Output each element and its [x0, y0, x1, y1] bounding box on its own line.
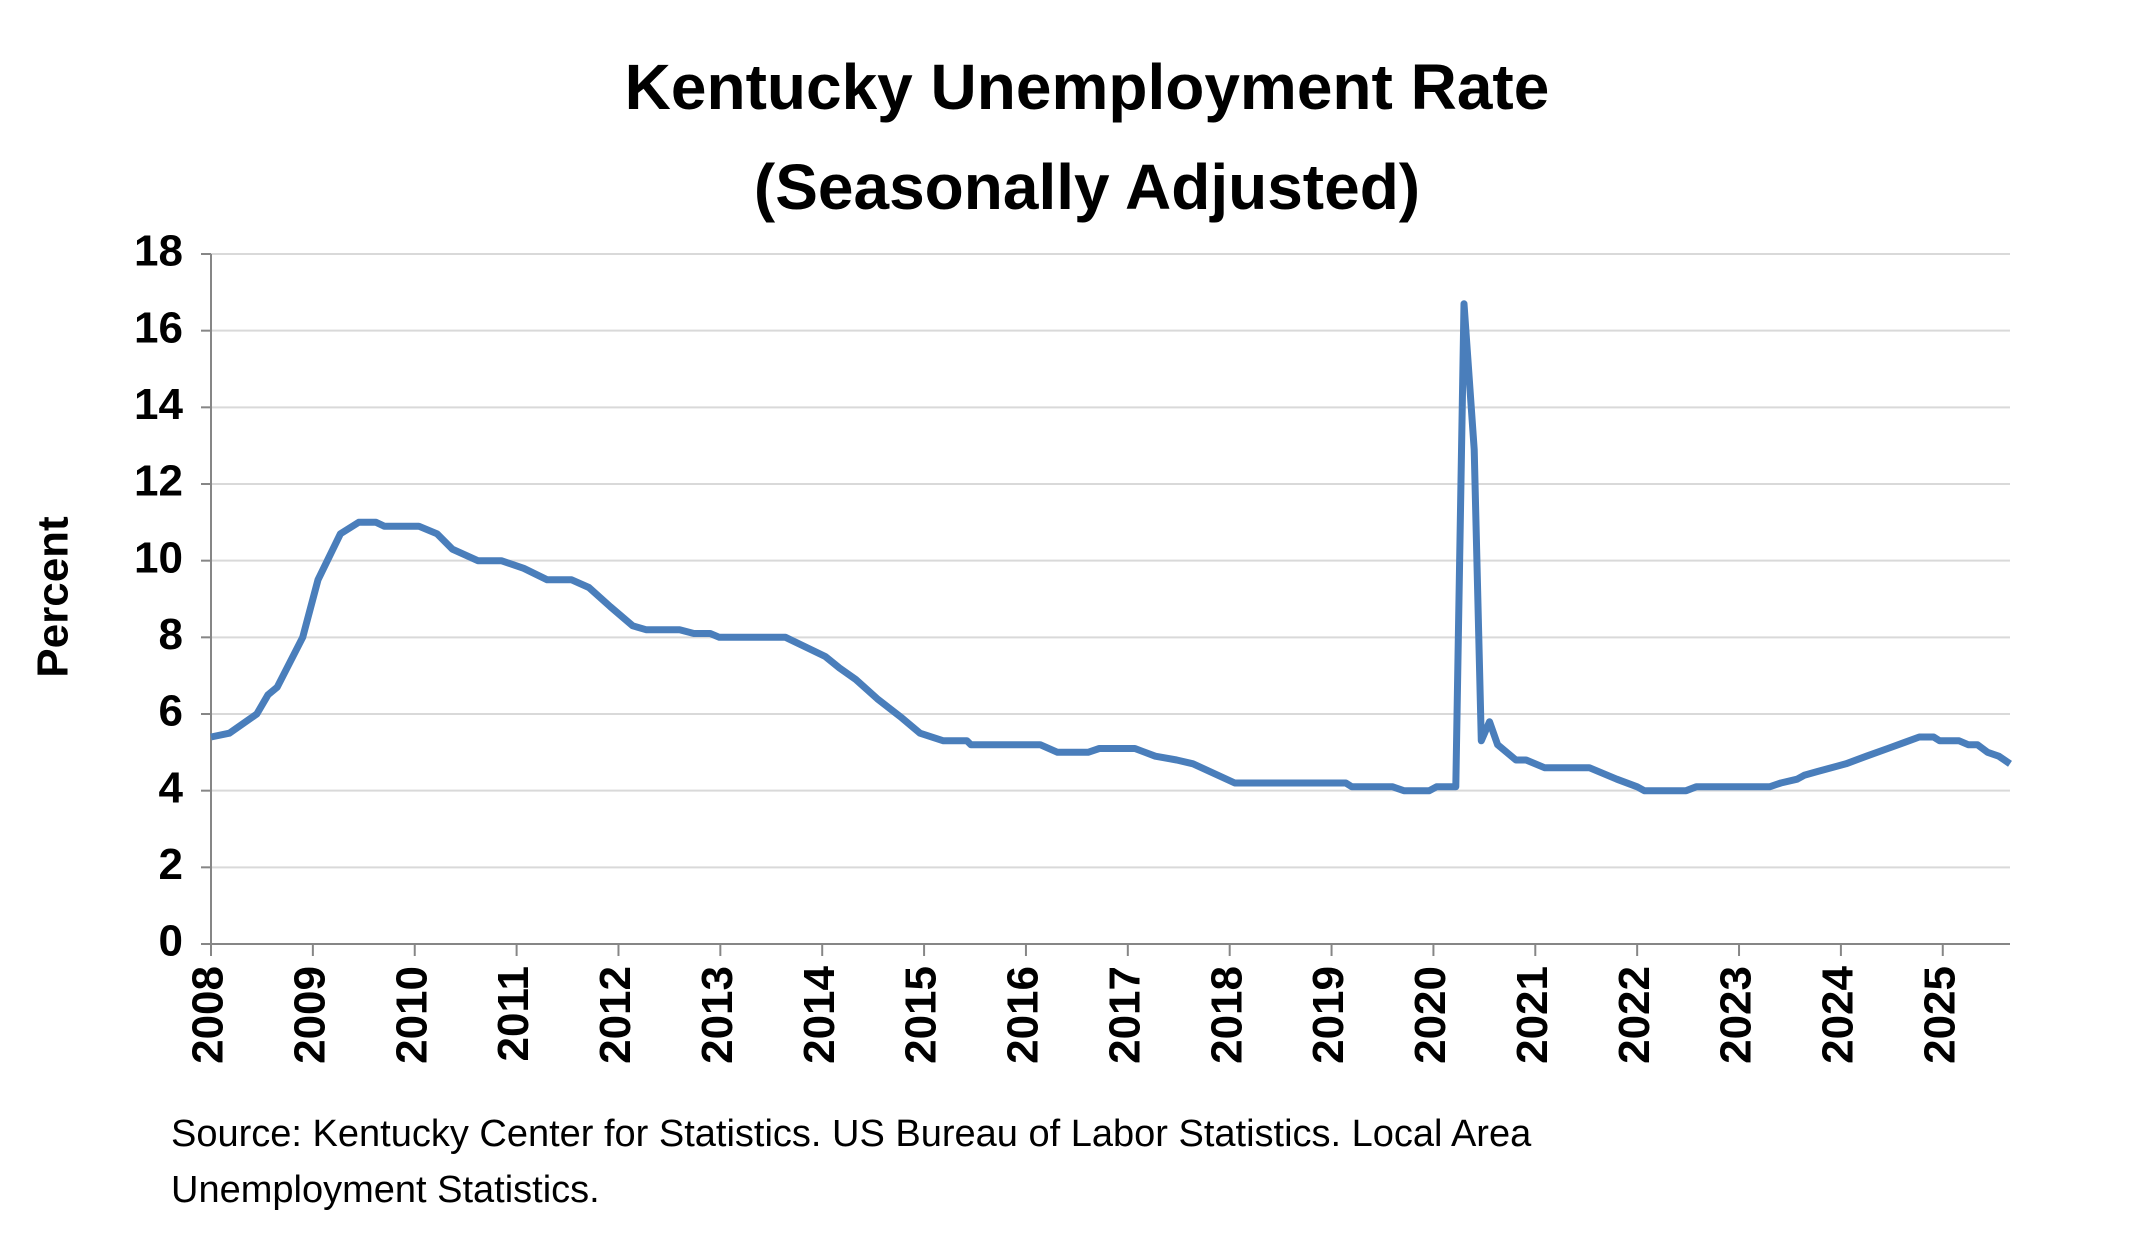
- x-tick-label: 2017: [1100, 966, 1149, 1064]
- x-tick-label: 2019: [1304, 966, 1353, 1064]
- x-tick-label: 2010: [387, 966, 436, 1064]
- y-tick-label: 14: [134, 380, 183, 429]
- x-tick-label: 2021: [1508, 966, 1557, 1064]
- source-note: Unemployment Statistics.: [171, 1169, 600, 1211]
- y-tick-label: 8: [159, 610, 183, 659]
- x-tick-label: 2025: [1915, 966, 1964, 1064]
- y-axis-label: Percent: [29, 516, 78, 678]
- y-tick-label: 4: [159, 763, 184, 812]
- x-tick-label: 2020: [1406, 966, 1455, 1064]
- x-tick-label: 2012: [591, 966, 640, 1064]
- y-tick-label: 18: [134, 227, 183, 276]
- x-tick-label: 2009: [285, 966, 334, 1064]
- x-tick-label: 2014: [795, 965, 844, 1063]
- y-tick-label: 2: [159, 840, 183, 889]
- x-tick-label: 2016: [999, 966, 1048, 1064]
- y-tick-label: 0: [159, 917, 183, 966]
- y-tick-label: 16: [134, 303, 183, 352]
- data-line: [210, 300, 2012, 795]
- x-tick-label: 2018: [1202, 966, 1251, 1064]
- y-tick-label: 10: [134, 533, 183, 582]
- x-tick-label: 2013: [693, 966, 742, 1064]
- x-tick-label: 2015: [897, 966, 946, 1064]
- x-tick-label: 2022: [1610, 966, 1659, 1064]
- x-tick-label: 2011: [489, 966, 538, 1061]
- y-tick-label: 12: [134, 457, 183, 506]
- chart-title: Kentucky Unemployment Rate: [625, 51, 1550, 123]
- source-note: Source: Kentucky Center for Statistics. …: [171, 1113, 1532, 1155]
- y-tick-label: 6: [159, 687, 183, 736]
- x-tick-label: 2008: [184, 966, 233, 1064]
- x-tick-label: 2024: [1814, 965, 1863, 1063]
- chart-title: (Seasonally Adjusted): [754, 151, 1420, 223]
- x-tick-label: 2023: [1712, 966, 1761, 1064]
